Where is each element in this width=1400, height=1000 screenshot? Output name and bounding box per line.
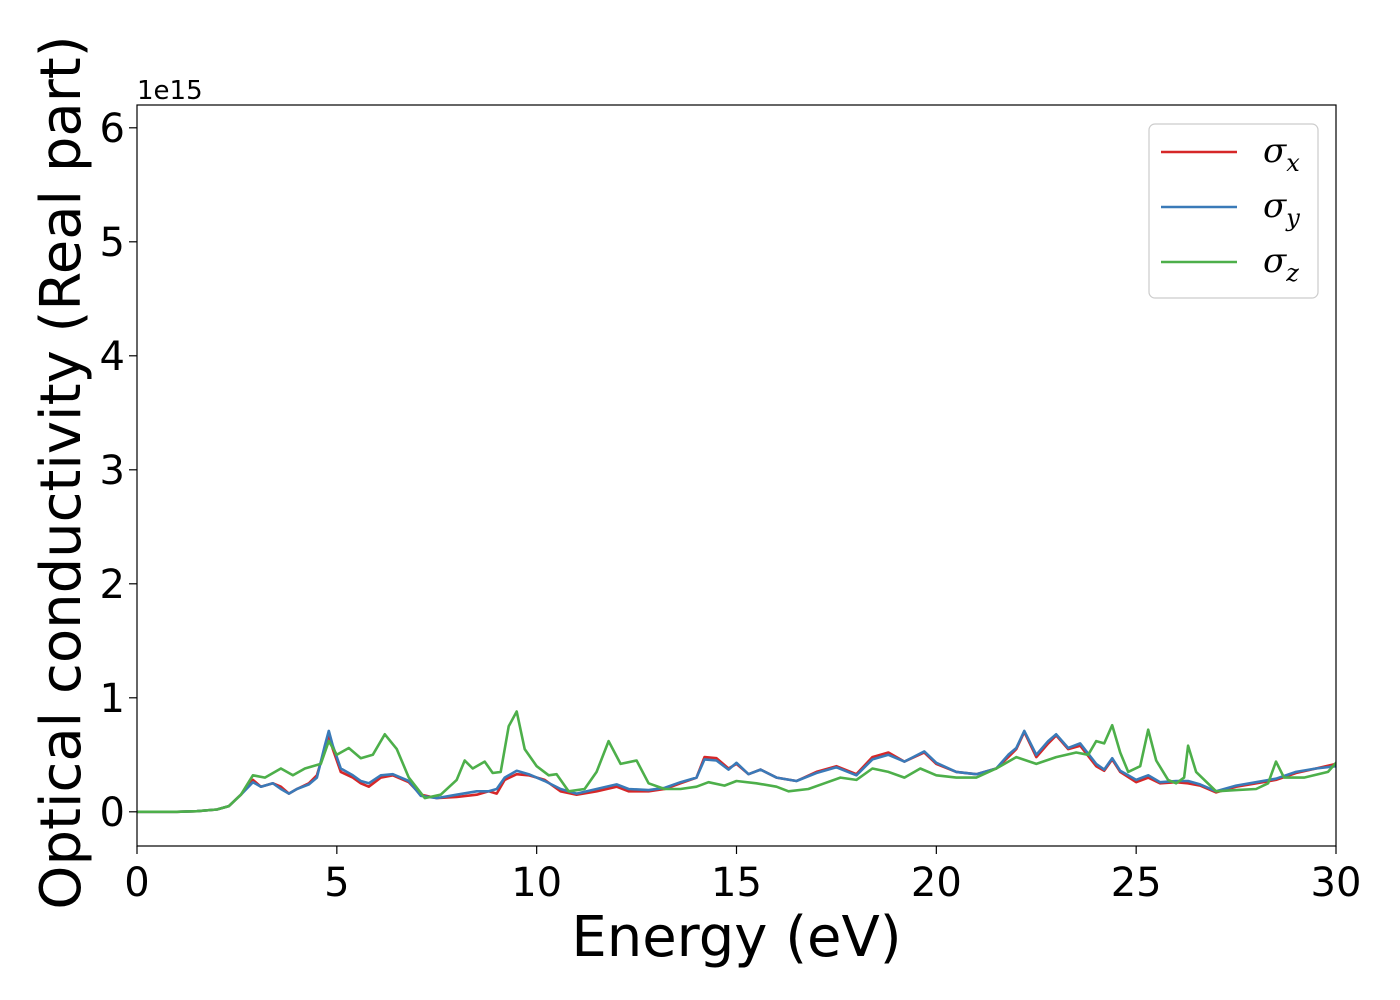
x-tick-label: 10 [511, 860, 562, 906]
x-tick-label: 20 [911, 860, 962, 906]
x-tick-label: 5 [324, 860, 349, 906]
y-tick-label: 6 [100, 106, 125, 152]
x-axis-label: Energy (eV) [571, 905, 901, 970]
y-axis-label: Optical conductivity (Real part) [29, 35, 94, 909]
x-tick-label: 0 [124, 860, 149, 906]
y-tick-label: 4 [100, 334, 125, 380]
legend-frame [1148, 123, 1319, 299]
y-tick-label: 0 [100, 790, 125, 836]
x-axis-ticks: 0 5 10 15 20 25 30 [124, 846, 1361, 906]
y-offset-label: 1e15 [137, 76, 203, 106]
y-tick-label: 3 [100, 448, 125, 494]
series-layer [137, 710, 1336, 814]
legend-label-y: σy [1263, 186, 1300, 232]
series-line-z [137, 710, 1336, 814]
x-tick-label: 30 [1311, 860, 1362, 906]
x-tick-label: 25 [1111, 860, 1162, 906]
x-tick-label: 15 [711, 860, 762, 906]
y-tick-label: 1 [100, 676, 125, 722]
legend-label-x: σx [1263, 131, 1300, 177]
series-line-y [137, 729, 1336, 814]
legend-label-z: σz [1263, 241, 1299, 287]
y-tick-label: 5 [100, 220, 125, 266]
y-tick-label: 2 [100, 562, 125, 608]
y-axis-ticks: 0 1 2 3 4 5 6 [100, 106, 137, 836]
legend: σx σy σz [1148, 123, 1319, 299]
